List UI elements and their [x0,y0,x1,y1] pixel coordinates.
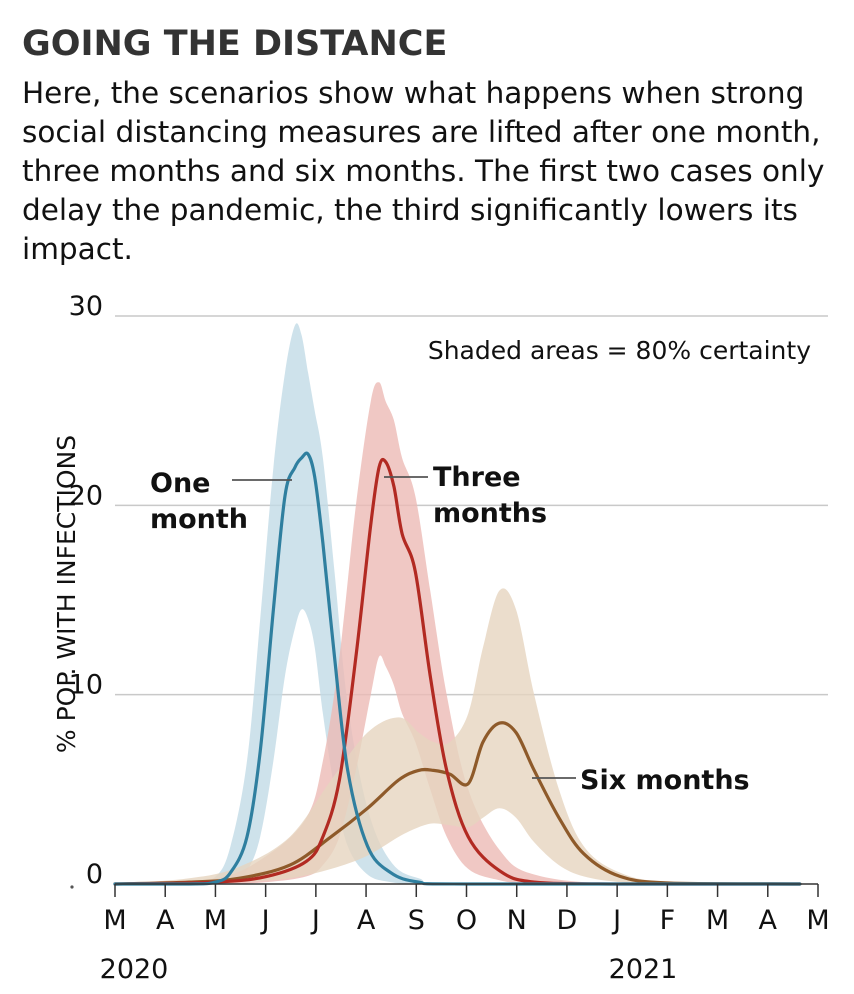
label-line: month [150,504,248,535]
uncertainty-bands [115,323,800,885]
certainty-note: Shaded areas = 80% certainty [428,336,811,365]
x-tick-label: J [611,905,621,936]
annotations: Shaded areas = 80% certainty % POP. WITH… [52,336,811,796]
chart-subtitle: Here, the scenarios show what happens wh… [22,76,825,266]
one-month-band [115,323,800,885]
x-tick-label: A [156,905,175,936]
x-tick-label: O [456,905,477,936]
series-lines [113,451,802,886]
x-tick-label: D [557,905,578,936]
six-months-line [113,721,802,886]
x-tick-label: M [706,905,729,936]
x-tick-label: A [759,905,778,936]
six-months-band [115,588,800,884]
x-tick-label: S [408,905,425,936]
one-month-line [113,451,802,886]
three-months-line [113,457,802,886]
year-label: 2020 [100,954,169,985]
six-months-label: Six months [580,765,750,796]
grid: 0 10 20 30 [69,291,828,890]
chart-title: GOING THE DISTANCE [22,24,448,64]
x-tick-label: N [507,905,527,936]
axis-origin-dot [70,885,74,889]
y-tick-label: 20 [69,480,103,511]
x-tick-label: J [260,905,270,936]
y-tick-label: 10 [69,670,103,701]
label-line: months [433,498,547,529]
x-tick-label: A [357,905,376,936]
y-tick-label: 30 [69,291,103,322]
label-line: Three [433,462,521,493]
year-label: 2021 [609,954,678,985]
label-line: One [150,468,211,499]
x-tick-label: M [204,905,227,936]
x-tick-label: M [806,905,829,936]
y-tick-label: 0 [86,859,103,890]
x-tick-label: M [103,905,126,936]
x-tick-label: F [660,905,676,936]
y-axis-label: % POP. WITH INFECTIONS [52,435,81,753]
three-months-label: Three months [433,462,547,529]
one-month-label: One month [150,468,248,535]
x-tick-label: J [310,905,320,936]
